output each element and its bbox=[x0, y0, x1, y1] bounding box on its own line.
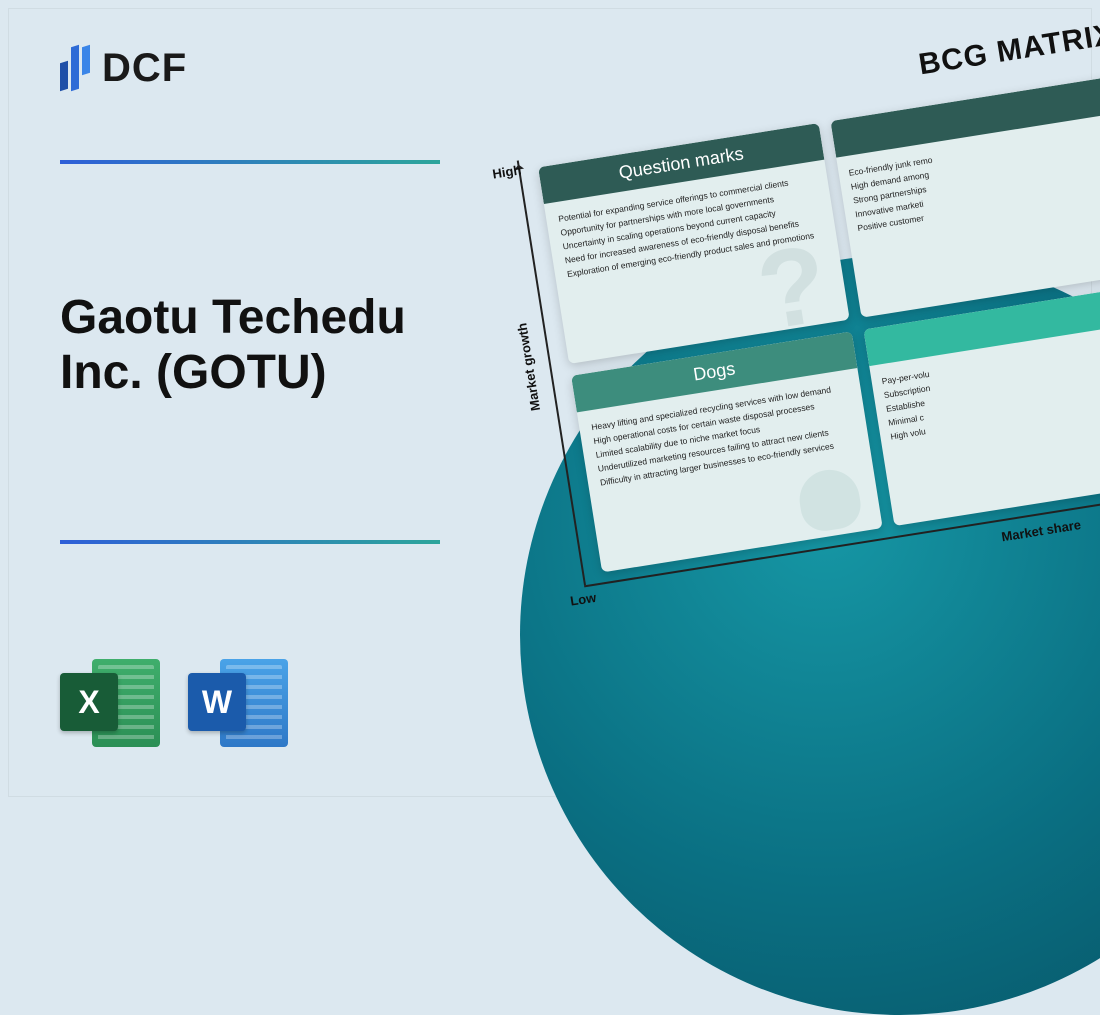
logo: DCF bbox=[60, 40, 187, 96]
logo-text: DCF bbox=[102, 46, 187, 91]
card-question-marks: Question marks Potential for expanding s… bbox=[538, 123, 850, 364]
axis-label-x: Market share bbox=[1000, 517, 1082, 544]
excel-letter: X bbox=[60, 673, 118, 731]
axis-label-high: High bbox=[491, 162, 522, 181]
app-icons: X W bbox=[60, 653, 288, 753]
card-dogs: Dogs Heavy lifting and specialized recyc… bbox=[571, 331, 883, 572]
page-title: Gaotu Techedu Inc. (GOTU) bbox=[60, 290, 480, 400]
divider-top bbox=[60, 160, 440, 164]
word-icon: W bbox=[188, 653, 288, 753]
excel-icon: X bbox=[60, 653, 160, 753]
word-letter: W bbox=[188, 673, 246, 731]
logo-bars-icon bbox=[60, 40, 90, 96]
matrix-grid: Question marks Potential for expanding s… bbox=[538, 77, 1100, 573]
card-cash-cows: Pay-per-volu Subscription Establishe Min… bbox=[863, 285, 1100, 526]
divider-bottom bbox=[60, 540, 440, 544]
card-stars: Eco-friendly junk remo High demand among… bbox=[830, 77, 1100, 318]
axis-label-low: Low bbox=[569, 590, 597, 609]
bcg-matrix: BCG MATRIX High Low Market growth Market… bbox=[502, 33, 1100, 647]
